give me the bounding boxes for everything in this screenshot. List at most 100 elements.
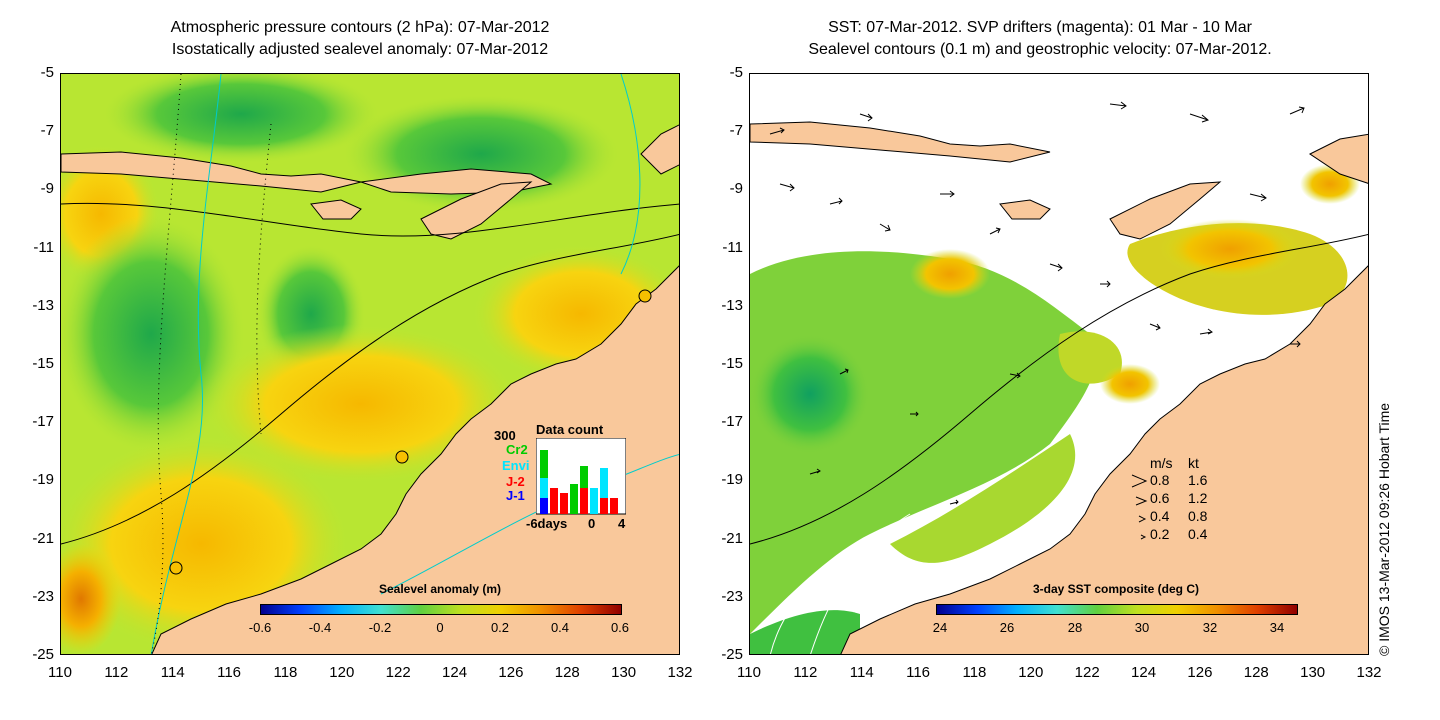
y-tick-label: -21 [721,529,743,547]
right-title-line1: SST: 07-Mar-2012. SVP drifters (magenta)… [828,19,1252,36]
sla-tick: 0.2 [490,620,510,635]
y-tick-label: -9 [729,180,743,198]
x-tick-label: 116 [217,664,242,681]
sla-tick: -0.4 [308,620,332,635]
x-tick-label: 122 [1074,664,1100,681]
y-tick-label: -21 [32,529,54,547]
legend-header-kt: kt [1188,455,1199,471]
tide-gauge-marker[interactable] [169,561,183,575]
velocity-arrow [769,127,785,135]
sst-cool-patch [750,334,870,454]
x-tick-label: 114 [160,664,185,681]
velocity-arrow [1100,280,1111,288]
velocity-arrow [829,197,843,205]
velocity-arrow [1199,328,1213,335]
y-tick-label: -5 [40,64,54,81]
data-count-title: Data count [536,422,604,437]
right-title-line2: Sealevel contours (0.1 m) and geostrophi… [808,41,1272,58]
x-tick-label: 118 [962,664,987,681]
histogram-bar [600,498,608,514]
australia-landmass [840,265,1368,654]
velocity-arrow [1290,340,1301,348]
x-tick-label: 126 [1187,664,1213,681]
y-tick-label: -15 [32,355,54,372]
sealevel-contour [750,233,1368,545]
x-tick-label: 120 [1018,664,1044,681]
velocity-arrow [1249,193,1267,202]
x-tick-label: 130 [611,664,637,681]
y-tick-label: -17 [32,413,54,431]
x-tick-label: 110 [737,664,761,681]
sla-colorbar-title: Sealevel anomaly (m) [378,582,502,596]
x-tick-label: 124 [1131,664,1157,681]
sumba-island [999,199,1051,220]
histogram-x-start: -6days [526,516,568,531]
histogram-bar [570,484,578,514]
y-tick-label: -7 [40,122,54,140]
y-tick-label: -19 [721,471,743,489]
pressure-contour [150,74,222,654]
legend-ms-value: 0.6 [1150,490,1170,506]
histogram-bar [590,488,598,514]
y-tick-label: -11 [722,238,743,256]
legend-kt-value: 0.8 [1188,508,1208,524]
imos-credit: © IMOS 13-Mar-2012 09:26 Hobart Time [1376,402,1392,656]
data-count-histogram [536,438,626,515]
sat-j1: J-1 [506,488,525,503]
histogram-bar [560,493,568,514]
eastern-island [1309,133,1368,184]
legend-header-ms: m/s [1150,455,1173,471]
velocity-arrow [940,190,955,198]
histogram-bar [580,488,588,514]
histogram-bar [550,488,558,514]
x-tick-label: 132 [1356,664,1382,681]
sla-colorbar [260,604,622,615]
legend-arrow [1131,474,1148,488]
histogram-bar [610,498,618,514]
sst-svg [750,74,1368,654]
pressure-contour [620,74,641,275]
x-tick-label: 128 [1243,664,1269,681]
velocity-arrow [1009,372,1021,379]
x-tick-label: 126 [498,664,524,681]
data-count-inset: Data count 300 Cr2 Envi J-2 J-1 -6days 0… [488,420,638,540]
x-tick-label: 118 [273,664,298,681]
sst-warm-patch [910,249,990,299]
velocity-arrow [1189,113,1210,123]
sst-map [749,73,1369,655]
velocity-arrow [989,227,1001,235]
velocity-arrow [859,113,873,122]
sat-cr2: Cr2 [506,442,528,457]
sealevel-anomaly-map [60,73,680,655]
x-tick-label: 114 [849,664,874,681]
x-tick-label: 116 [906,664,931,681]
eastern-island [640,124,679,175]
x-tick-label: 122 [385,664,411,681]
y-tick-label: -5 [729,64,743,81]
sst-tick: 34 [1269,620,1285,635]
legend-kt-value: 1.6 [1188,472,1208,488]
x-tick-label: 110 [48,664,72,681]
sst-tick: 24 [932,620,948,635]
sealevel-contour [61,233,679,545]
y-tick-label: -19 [32,471,54,489]
sla-low-blob [101,74,381,164]
velocity-arrow [1049,263,1063,272]
tide-gauge-marker[interactable] [395,450,409,464]
velocity-arrows [769,101,1305,505]
sst-tick: 32 [1202,620,1218,635]
x-tick-label: 124 [442,664,468,681]
x-tick-label: 112 [104,664,129,681]
sst-tick: 26 [999,620,1015,635]
tide-gauge-marker[interactable] [638,289,652,303]
x-tick-label: 128 [554,664,580,681]
sealevel-anomaly-svg [61,74,679,654]
sst-field [1058,331,1122,384]
data-count-max: 300 [494,428,516,443]
x-tick-label: 132 [667,664,693,681]
left-title-line1: Atmospheric pressure contours (2 hPa): 0… [170,19,550,36]
legend-arrow [1138,515,1147,523]
histogram-bar [540,478,548,514]
australia-landmass [151,265,679,654]
sst-field [750,610,860,654]
